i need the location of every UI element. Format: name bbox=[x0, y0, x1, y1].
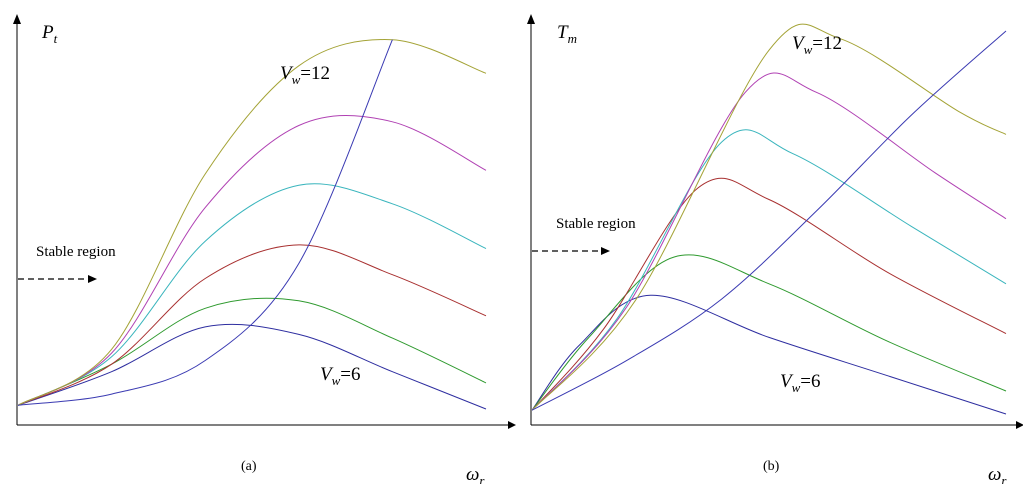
power-curve-1 bbox=[532, 294, 1007, 415]
label-vw-12: Vw=12 bbox=[792, 33, 842, 57]
label-vw-12-main: V bbox=[792, 33, 806, 54]
y-axis-label-main: T bbox=[557, 22, 569, 43]
stable-region-label: Stable region bbox=[556, 216, 636, 232]
label-vw-12-sub: w bbox=[804, 42, 813, 57]
power-curve-3 bbox=[532, 177, 1007, 411]
y-axis-arrowhead bbox=[13, 14, 21, 24]
x-axis-arrowhead bbox=[508, 421, 516, 429]
label-vw-6-rest: =6 bbox=[340, 364, 360, 385]
label-vw-6: Vw=6 bbox=[780, 371, 821, 395]
x-axis-label-sub: r bbox=[479, 473, 485, 484]
power-curve-5 bbox=[532, 72, 1007, 411]
power-curve-3 bbox=[18, 244, 487, 406]
power-curve-2 bbox=[532, 254, 1007, 411]
label-vw-6: Vw=6 bbox=[320, 364, 361, 388]
label-vw-12-main: V bbox=[280, 63, 294, 84]
x-axis-label-main: ω bbox=[466, 464, 479, 484]
label-vw-6-main: V bbox=[320, 364, 334, 385]
y-axis-arrowhead bbox=[527, 14, 535, 24]
label-vw-12-sub: w bbox=[292, 72, 301, 87]
label-vw-6-main: V bbox=[780, 371, 794, 392]
curves bbox=[18, 39, 487, 410]
power-curve-5 bbox=[18, 114, 487, 406]
y-axis-label-sub: t bbox=[54, 31, 58, 46]
curves bbox=[532, 23, 1007, 415]
stable-region-arrowhead bbox=[601, 247, 610, 255]
power-curve-2 bbox=[18, 297, 487, 406]
panel-label: (b) bbox=[763, 459, 780, 474]
panel-label: (a) bbox=[241, 459, 257, 474]
label-vw-12: Vw=12 bbox=[280, 63, 330, 87]
power-curve-6 bbox=[18, 39, 487, 406]
label-vw-6-rest: =6 bbox=[800, 371, 820, 392]
y-axis-label-sub: m bbox=[568, 31, 577, 46]
locus-curve bbox=[18, 39, 393, 406]
power-curve-4 bbox=[532, 129, 1007, 411]
y-axis-label-main: P bbox=[41, 22, 54, 43]
locus-curve bbox=[532, 30, 1007, 411]
label-vw-12-rest: =12 bbox=[300, 63, 330, 84]
power-curve-1 bbox=[18, 323, 487, 410]
x-axis-label: ωr bbox=[988, 464, 1007, 484]
label-vw-6-sub: w bbox=[332, 373, 341, 388]
stable-region-arrowhead bbox=[88, 275, 97, 283]
stable-region-label: Stable region bbox=[36, 244, 116, 260]
label-vw-12-rest: =12 bbox=[812, 33, 842, 54]
power-curve-6 bbox=[532, 23, 1007, 411]
y-axis-label: Pt bbox=[41, 22, 58, 46]
x-axis-label-main: ω bbox=[988, 464, 1001, 484]
y-axis-label: Tm bbox=[557, 22, 577, 46]
x-axis-label: ωr bbox=[466, 464, 485, 484]
label-vw-6-sub: w bbox=[792, 380, 801, 395]
x-axis-label-sub: r bbox=[1001, 473, 1007, 484]
power-curve-4 bbox=[18, 183, 487, 406]
x-axis-arrowhead bbox=[1016, 421, 1023, 429]
